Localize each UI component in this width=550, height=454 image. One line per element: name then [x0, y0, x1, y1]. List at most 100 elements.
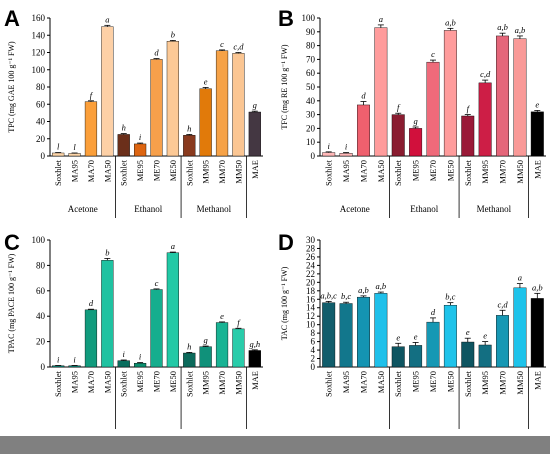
bar — [391, 114, 405, 157]
significance-label: i — [345, 142, 348, 152]
y-tick-label: 20 — [306, 123, 316, 133]
bar — [513, 38, 527, 157]
bar — [409, 128, 423, 157]
bar — [117, 360, 130, 368]
bar — [166, 252, 179, 368]
y-tick-label: 6 — [311, 337, 316, 347]
bar — [117, 134, 130, 157]
significance-label: g — [253, 100, 257, 110]
x-tick-label: MM50 — [233, 371, 243, 395]
significance-label: d — [89, 298, 94, 308]
x-tick-label: MA70 — [358, 160, 368, 182]
bar — [496, 35, 509, 157]
bar — [101, 26, 114, 157]
significance-label: h — [122, 123, 126, 133]
y-tick-label: 0 — [311, 151, 316, 161]
group-label: Ethanol — [410, 204, 438, 214]
y-tick-label: 20 — [36, 337, 46, 347]
x-tick-label: Soxhlet — [53, 370, 63, 397]
bar — [322, 152, 336, 157]
y-tick-label: 80 — [306, 41, 316, 51]
x-tick-label: MA95 — [70, 160, 80, 182]
y-tick-label: 22 — [306, 269, 315, 279]
bar — [84, 309, 98, 368]
significance-label: a,b — [515, 25, 526, 35]
x-tick-label: MA70 — [358, 371, 368, 393]
bar — [426, 321, 440, 368]
significance-label: f — [397, 102, 401, 112]
significance-label: h — [187, 123, 191, 133]
y-tick-label: 90 — [306, 27, 316, 37]
x-tick-label: Soxhlet — [53, 159, 63, 186]
bar — [461, 341, 475, 368]
x-tick-label: MM95 — [480, 371, 490, 395]
significance-label: e — [466, 327, 470, 337]
bar — [183, 352, 196, 368]
bar — [68, 365, 81, 368]
y-tick-label: 100 — [302, 13, 316, 23]
x-tick-label: MA95 — [341, 371, 351, 393]
x-tick-label: MAE — [250, 371, 260, 390]
x-tick-label: ME95 — [411, 371, 421, 392]
x-tick-label: ME95 — [135, 371, 145, 392]
bar — [443, 304, 457, 368]
y-axis-label: TPAC (mg PACE 100 g⁻¹ FW) — [7, 253, 16, 353]
y-tick-label: 0 — [41, 362, 46, 372]
significance-label: a,b — [445, 17, 456, 27]
y-tick-label: 2 — [311, 354, 316, 364]
significance-label: c,d — [233, 42, 244, 52]
bar — [374, 293, 388, 368]
x-tick-label: ME50 — [445, 371, 455, 392]
x-tick-label: MM95 — [480, 160, 490, 184]
y-tick-label: 60 — [36, 286, 46, 296]
x-tick-label: MM70 — [217, 371, 227, 395]
significance-label: a — [171, 241, 175, 251]
x-tick-label: MM70 — [498, 371, 508, 395]
y-tick-label: 18 — [306, 286, 316, 296]
bar — [52, 365, 65, 368]
significance-label: f — [90, 90, 94, 100]
x-tick-label: MAE — [250, 160, 260, 179]
bar — [443, 30, 457, 157]
group-label: Acetone — [340, 204, 370, 214]
bar — [426, 61, 440, 157]
significance-label: e — [535, 99, 539, 109]
significance-label: g — [413, 116, 417, 126]
y-tick-label: 12 — [306, 311, 315, 321]
significance-label: c — [220, 39, 224, 49]
bar — [322, 302, 336, 368]
bar — [199, 88, 212, 157]
y-tick-label: 4 — [311, 345, 316, 355]
bar — [150, 289, 163, 368]
bar — [84, 101, 98, 157]
significance-label: i — [139, 352, 142, 362]
y-tick-label: 100 — [32, 65, 46, 75]
y-tick-label: 20 — [36, 134, 46, 144]
x-tick-label: Soxhlet — [184, 370, 194, 397]
y-tick-label: 8 — [311, 328, 316, 338]
y-tick-label: 40 — [36, 311, 46, 321]
x-tick-label: MAE — [532, 160, 542, 179]
bar — [409, 345, 423, 368]
significance-label: l — [57, 142, 60, 152]
significance-label: l — [73, 142, 76, 152]
x-tick-label: ME95 — [135, 160, 145, 181]
x-tick-label: MM70 — [498, 160, 508, 184]
significance-label: a,b — [497, 22, 508, 32]
bar — [183, 135, 196, 157]
chart-panel-a: A 0 20 40 60 80 100 120 140 160 TPC (mg GAE 100 g⁻… — [4, 6, 263, 218]
x-tick-label: ME70 — [152, 160, 162, 181]
significance-label: b,c — [445, 292, 455, 302]
y-axis-label: TPC (mg GAE 100 g⁻¹ FW) — [7, 41, 16, 133]
y-tick-label: 70 — [306, 54, 316, 64]
x-tick-label: ME50 — [168, 160, 178, 181]
x-tick-label: MM50 — [515, 160, 525, 184]
significance-label: e — [483, 331, 487, 341]
y-tick-label: 30 — [306, 110, 316, 120]
significance-label: b,c — [341, 291, 351, 301]
significance-label: e — [220, 311, 224, 321]
y-tick-label: 80 — [36, 82, 46, 92]
x-tick-label: ME70 — [428, 371, 438, 392]
